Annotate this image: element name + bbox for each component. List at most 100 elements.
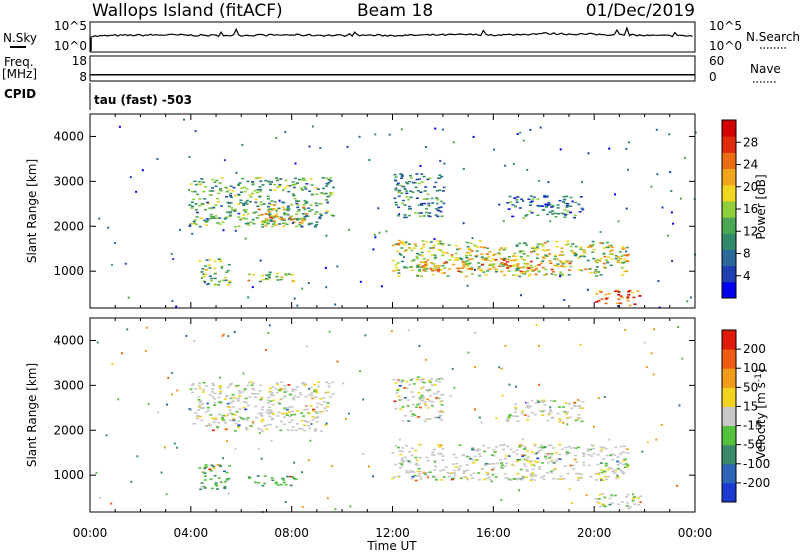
data-cell: [282, 225, 286, 228]
data-cell: [206, 406, 210, 409]
data-cell: [429, 268, 433, 270]
data-cell: [680, 197, 682, 200]
data-cell: [211, 391, 214, 393]
data-cell: [579, 255, 583, 258]
data-cell: [463, 261, 467, 264]
data-cell: [423, 473, 427, 475]
data-cell: [534, 265, 538, 268]
data-cell: [407, 329, 410, 332]
data-cell: [494, 259, 498, 261]
data-cell: [512, 464, 516, 467]
data-cell: [541, 414, 545, 416]
data-cell: [508, 383, 511, 386]
data-cell: [314, 396, 318, 398]
data-cell: [206, 202, 210, 205]
data-cell: [457, 270, 461, 272]
data-cell: [466, 478, 470, 481]
data-cell: [426, 459, 430, 462]
data-cell: [268, 406, 271, 409]
data-cell: [273, 183, 277, 186]
data-cell: [244, 397, 248, 400]
data-cell: [322, 193, 326, 195]
data-cell: [245, 199, 249, 202]
data-cell: [440, 400, 444, 402]
data-cell: [624, 329, 627, 331]
data-cell: [436, 390, 440, 393]
data-cell: [325, 422, 328, 425]
data-cell: [300, 219, 304, 222]
data-cell: [398, 385, 402, 387]
data-cell: [240, 187, 244, 189]
colorbar-segment: [722, 406, 736, 427]
data-cell: [475, 250, 479, 252]
data-cell: [516, 420, 520, 422]
data-cell: [609, 250, 613, 253]
data-cell: [242, 214, 246, 216]
data-cell: [498, 203, 501, 206]
data-cell: [267, 413, 271, 415]
data-cell: [625, 505, 629, 507]
data-cell: [301, 381, 305, 384]
data-cell: [433, 469, 437, 471]
data-cell: [431, 202, 435, 204]
data-cell: [622, 472, 626, 474]
data-cell: [414, 456, 418, 459]
data-cell: [554, 451, 558, 454]
data-cell: [608, 467, 612, 469]
data-cell: [236, 398, 239, 400]
data-cell: [292, 398, 296, 401]
data-cell: [471, 459, 475, 462]
data-cell: [189, 388, 193, 391]
data-cell: [451, 367, 454, 370]
data-cell: [613, 454, 617, 456]
data-cell: [534, 273, 538, 276]
data-cell: [259, 180, 263, 183]
data-cell: [560, 274, 563, 277]
data-cell: [533, 453, 537, 455]
data-cell: [436, 209, 440, 212]
data-cell: [330, 192, 334, 194]
data-cell: [378, 231, 381, 234]
data-cell: [438, 380, 441, 383]
data-cell: [501, 265, 505, 267]
data-cell: [569, 265, 573, 268]
data-cell: [368, 159, 371, 161]
data-cell: [242, 372, 245, 375]
data-cell: [273, 204, 277, 206]
data-cell: [572, 252, 576, 254]
data-cell: [399, 173, 403, 175]
data-cell: [324, 391, 328, 394]
data-cell: [434, 476, 438, 479]
data-cell: [467, 351, 470, 354]
data-cell: [561, 273, 565, 276]
data-cell: [607, 475, 610, 478]
data-cell: [252, 420, 254, 423]
data-cell: [545, 255, 548, 257]
data-cell: [397, 242, 400, 245]
data-cell: [234, 208, 237, 211]
data-cell: [537, 270, 541, 272]
data-cell: [566, 203, 570, 205]
data-cell: [393, 173, 397, 176]
data-cell: [295, 202, 299, 205]
data-cell: [290, 429, 294, 432]
data-cell: [424, 358, 427, 361]
data-cell: [429, 247, 433, 249]
data-cell: [409, 470, 413, 472]
data-cell: [614, 446, 618, 449]
data-cell: [200, 419, 204, 422]
data-cell: [609, 244, 613, 247]
data-cell: [515, 199, 519, 201]
freq-left-tick-high: 18: [72, 54, 87, 68]
data-cell: [412, 247, 416, 249]
data-cell: [607, 256, 611, 258]
data-cell: [419, 475, 422, 478]
data-cell: [329, 177, 333, 179]
data-cell: [627, 168, 629, 171]
data-cell: [619, 469, 623, 471]
data-cell: [486, 474, 490, 476]
data-cell: [488, 478, 492, 481]
data-cell: [227, 335, 230, 338]
data-cell: [267, 210, 271, 213]
data-cell: [443, 162, 446, 165]
